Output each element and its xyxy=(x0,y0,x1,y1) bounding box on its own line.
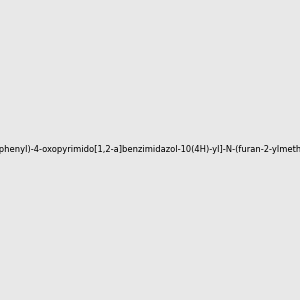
Text: 2-[2-(4-fluorophenyl)-4-oxopyrimido[1,2-a]benzimidazol-10(4H)-yl]-N-(furan-2-ylm: 2-[2-(4-fluorophenyl)-4-oxopyrimido[1,2-… xyxy=(0,146,300,154)
